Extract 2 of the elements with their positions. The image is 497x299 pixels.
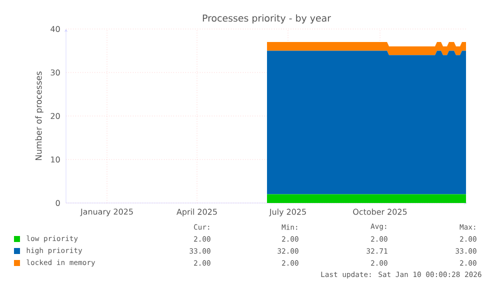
- y-axis-title: Number of processes: [35, 72, 44, 160]
- chart-title: Processes priority - by year: [202, 14, 331, 24]
